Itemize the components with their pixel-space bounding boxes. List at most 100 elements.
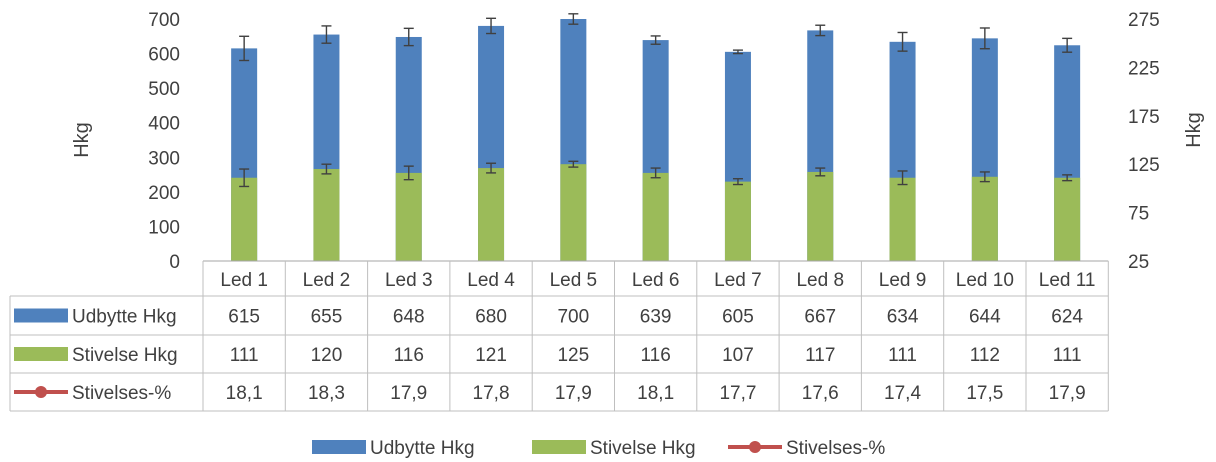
error-bar-udbytte-10 — [979, 27, 990, 50]
table-cell: 116 — [394, 345, 424, 366]
error-bar-udbytte-5 — [568, 13, 579, 25]
table-cell: 17,9 — [1049, 383, 1086, 404]
legend-item: Udbytte Hkg — [312, 438, 475, 459]
table-cell: 17,9 — [390, 383, 427, 404]
table-cell: 117 — [805, 345, 835, 366]
error-bar-stivelse-6 — [650, 167, 661, 179]
table-cell: 624 — [1051, 307, 1083, 328]
table-cell: 639 — [640, 307, 672, 328]
legend-label: Stivelse Hkg — [590, 438, 696, 459]
bar-stivelse-9 — [889, 177, 916, 261]
table-cell: 655 — [311, 307, 343, 328]
category-label: Led 2 — [303, 270, 351, 291]
table-cell: 648 — [393, 307, 425, 328]
error-bar-udbytte-1 — [239, 35, 250, 62]
category-label: Led 1 — [220, 270, 268, 291]
legend-item: Stivelse Hkg — [532, 438, 696, 459]
table-cell: 18,3 — [308, 383, 345, 404]
table-cell: 107 — [722, 345, 754, 366]
y-axis-title: Hkg — [71, 122, 93, 158]
error-bar-stivelse-8 — [815, 167, 826, 177]
category-label: Led 10 — [956, 270, 1014, 291]
y-tick-label: 0 — [169, 252, 180, 273]
table-cell: 615 — [228, 307, 260, 328]
legend: Udbytte Hkg Stivelse Hkg Stivelses-% — [312, 438, 885, 459]
row-header: Udbytte Hkg — [72, 307, 177, 328]
y-axis-right: 25 75 125 175 225 275 — [1128, 10, 1160, 273]
table-cell: 17,6 — [802, 383, 839, 404]
table-cell: 17,8 — [473, 383, 510, 404]
category-label: Led 6 — [632, 270, 680, 291]
error-bar-stivelse-10 — [979, 171, 990, 183]
error-bar-stivelse-5 — [568, 160, 579, 168]
y-tick-label: 700 — [148, 10, 180, 31]
table-cell: 700 — [557, 307, 589, 328]
data-table: Led 1 Led 2 Led 3 Led 4 Led 5 Led 6 Led 7 Led 8… — [9, 260, 1109, 412]
legend-key-marker — [749, 441, 761, 453]
error-bar-stivelse-1 — [239, 168, 250, 188]
row-header: Stivelses-% — [72, 383, 171, 404]
y2-tick-label: 275 — [1128, 10, 1160, 31]
legend-item: Stivelses-% — [728, 438, 885, 459]
table-cell: 634 — [887, 307, 919, 328]
category-label: Led 9 — [879, 270, 927, 291]
row-key-swatch — [14, 347, 68, 361]
row-key-swatch — [14, 308, 68, 323]
y2-tick-label: 175 — [1128, 107, 1160, 128]
table-cell: 18,1 — [637, 383, 674, 404]
bar-stivelse-10 — [971, 176, 998, 261]
table-cell: 116 — [641, 345, 671, 366]
error-bar-stivelse-11 — [1062, 174, 1073, 182]
y-tick-label: 300 — [148, 148, 180, 169]
row-header: Stivelse Hkg — [72, 345, 178, 366]
table-cell: 17,5 — [966, 383, 1003, 404]
table-cell: 120 — [311, 345, 343, 366]
bar-stivelse-2 — [313, 169, 340, 261]
category-label: Led 5 — [550, 270, 598, 291]
legend-label: Udbytte Hkg — [370, 438, 475, 459]
table-cell: 125 — [557, 345, 589, 366]
bar-stivelse-4 — [478, 168, 505, 261]
bar-stivelse-6 — [642, 172, 669, 261]
plot-area — [231, 13, 1081, 262]
table-cell: 112 — [970, 345, 1000, 366]
bar-stivelse-7 — [724, 181, 751, 261]
error-bar-stivelse-3 — [403, 165, 414, 181]
error-bar-udbytte-7 — [732, 49, 743, 55]
error-bar-stivelse-2 — [321, 163, 332, 175]
error-bar-udbytte-4 — [486, 17, 497, 35]
bar-stivelse-11 — [1054, 177, 1081, 261]
y-tick-label: 500 — [148, 79, 180, 100]
error-bar-stivelse-7 — [732, 178, 743, 186]
legend-key-swatch — [532, 440, 586, 454]
error-bar-udbytte-2 — [321, 25, 332, 44]
category-label: Led 4 — [467, 270, 515, 291]
row-key-marker — [35, 386, 47, 398]
y2-axis-title: Hkg — [1183, 112, 1205, 148]
error-bar-stivelse-4 — [486, 162, 497, 174]
table-cell: 121 — [475, 345, 507, 366]
y2-tick-label: 125 — [1128, 155, 1160, 176]
bar-stivelse-3 — [395, 172, 422, 261]
category-label: Led 11 — [1039, 270, 1096, 291]
error-bar-stivelse-9 — [897, 170, 908, 186]
category-label: Led 7 — [714, 270, 762, 291]
error-bar-udbytte-9 — [897, 31, 908, 52]
y-tick-label: 600 — [148, 45, 180, 66]
category-label: Led 3 — [385, 270, 433, 291]
y-axis-left: 0 100 200 300 400 500 600 700 — [148, 10, 180, 273]
legend-key-swatch — [312, 440, 366, 454]
bar-stivelse-5 — [560, 164, 587, 261]
y2-tick-label: 75 — [1128, 204, 1149, 225]
table-cell: 111 — [230, 345, 259, 366]
table-cell: 111 — [1053, 345, 1082, 366]
error-bar-udbytte-6 — [650, 35, 661, 45]
table-cell: 680 — [475, 307, 507, 328]
bar-stivelse-1 — [231, 177, 258, 261]
error-bar-udbytte-3 — [403, 27, 414, 47]
y-tick-label: 400 — [148, 114, 180, 135]
category-label: Led 8 — [796, 270, 844, 291]
table-cell: 17,4 — [884, 383, 921, 404]
table-cell: 17,7 — [719, 383, 756, 404]
